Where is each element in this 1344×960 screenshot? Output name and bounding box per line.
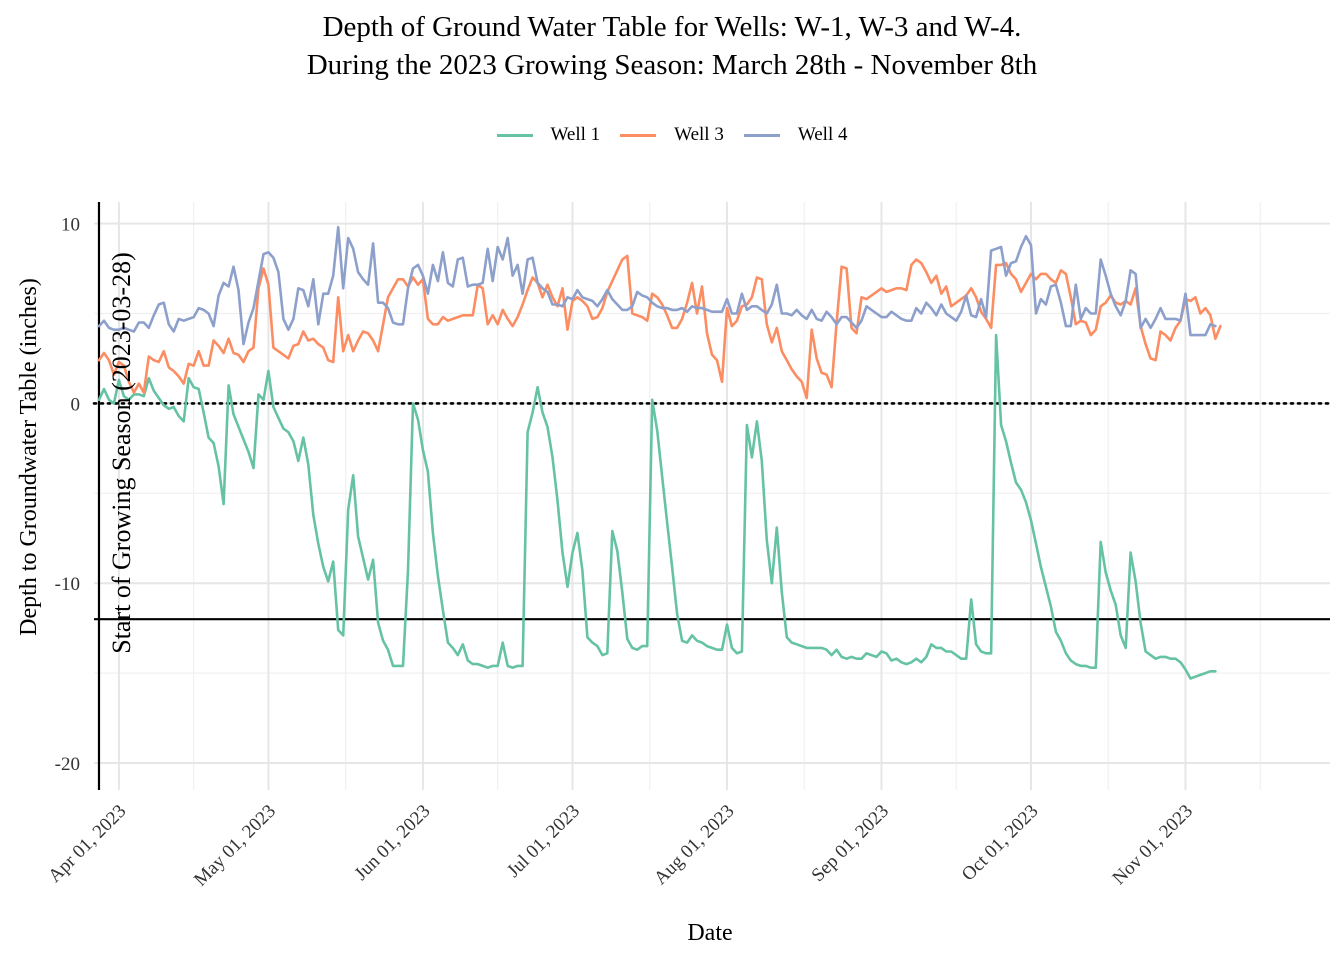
- x-tick-label: Nov 01, 2023: [1109, 801, 1197, 889]
- legend: Well 1 Well 3 Well 4: [0, 124, 1344, 146]
- reference-lines: [92, 202, 1332, 790]
- x-tick-label: Apr 01, 2023: [44, 801, 130, 887]
- x-tick-label: Aug 01, 2023: [650, 801, 738, 889]
- y-tick-label: 0: [71, 394, 81, 415]
- x-tick-label: Oct 01, 2023: [958, 801, 1043, 886]
- legend-label-well-1: Well 1: [550, 124, 601, 145]
- legend-label-well-3: Well 3: [674, 124, 724, 145]
- chart-title: Depth of Ground Water Table for Wells: W…: [0, 8, 1344, 84]
- y-axis-title: Depth to Groundwater Table (inches): [16, 278, 42, 636]
- y-tick-label: -10: [55, 574, 80, 595]
- series-line-well-4: [97, 225, 1217, 346]
- x-axis-title: Date: [687, 920, 732, 946]
- vline-annotation: Start of Growing Season (2023-03-28): [107, 252, 136, 654]
- legend-item-well-3: Well 3: [620, 124, 724, 146]
- x-tick-label: Sep 01, 2023: [808, 801, 893, 886]
- chart-title-line-1: Depth of Ground Water Table for Wells: W…: [322, 11, 1022, 43]
- legend-label-well-4: Well 4: [797, 124, 848, 145]
- legend-swatch-well-3: [620, 133, 657, 137]
- legend-item-well-1: Well 1: [496, 124, 601, 146]
- legend-swatch-well-4: [743, 133, 780, 137]
- series-layer: [97, 225, 1222, 680]
- x-tick-label: Jun 01, 2023: [351, 801, 435, 885]
- chart-title-line-2: During the 2023 Growing Season: March 28…: [306, 49, 1038, 81]
- legend-swatch-well-1: [496, 133, 533, 137]
- x-tick-label: May 01, 2023: [190, 801, 280, 891]
- y-tick-label: 10: [61, 215, 80, 236]
- x-tick-label: Jul 01, 2023: [503, 801, 584, 882]
- series-line-well-1: [97, 333, 1217, 680]
- y-tick-label: -20: [55, 754, 80, 775]
- axis-layer: 10 0 -10 -20 Apr 01, 2023 May 01, 2023 Jun 01,…: [44, 215, 1197, 891]
- legend-item-well-4: Well 4: [743, 124, 848, 146]
